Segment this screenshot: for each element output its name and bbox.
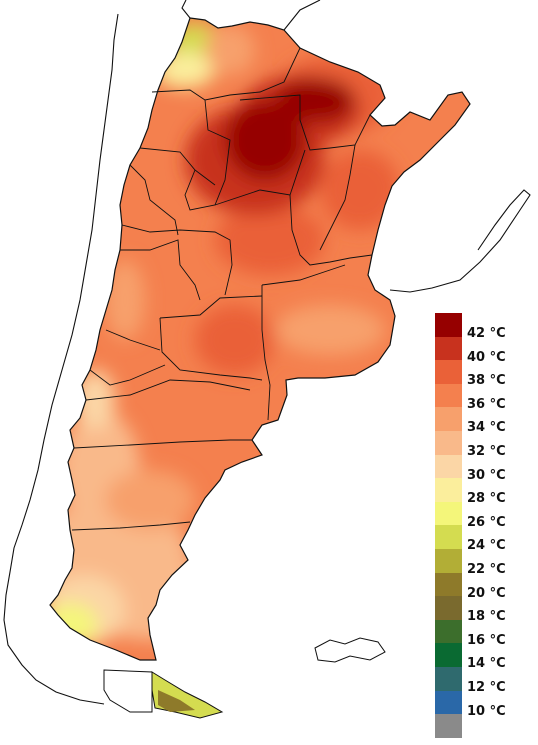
legend-row: 34 °C [435, 407, 535, 435]
legend-label: 12 °C [467, 679, 506, 695]
legend-label: 28 °C [467, 491, 506, 507]
chile-coast [3, 13, 119, 705]
bolivia-border [181, 0, 191, 19]
tierra-del-fuego [103, 669, 224, 719]
legend-label: 34 °C [467, 420, 506, 436]
legend-label: 22 °C [467, 561, 506, 577]
legend-swatch [435, 360, 462, 384]
legend-label: 10 °C [467, 703, 506, 719]
uruguay-border [389, 189, 531, 293]
legend-label: 16 °C [467, 632, 506, 648]
legend-swatch [435, 407, 462, 431]
legend-row: 30 °C [435, 454, 535, 483]
legend-swatch [435, 383, 462, 408]
neighbor-borders [3, 0, 531, 705]
malvinas-islands [314, 637, 386, 663]
legend-row: 18 °C [435, 596, 535, 624]
legend-row: 38 °C [435, 360, 535, 388]
legend-row: 12 °C [435, 666, 535, 695]
legend-row: 22 °C [435, 548, 535, 577]
legend-label: 32 °C [467, 443, 506, 459]
legend-swatch [435, 548, 462, 573]
legend-row: 36 °C [435, 383, 535, 412]
legend-row: 40 °C [435, 336, 535, 365]
legend-row: 14 °C [435, 643, 535, 671]
legend-label: 36 °C [467, 396, 506, 412]
temperature-legend: 42 °C 40 °C 38 °C 36 °C 34 °C 32 °C 30 °C 28 °C… [435, 313, 535, 738]
legend-swatch [435, 666, 462, 691]
legend-row: 32 °C [435, 430, 535, 459]
legend-row: 16 °C [435, 619, 535, 648]
legend-row: 26 °C [435, 501, 535, 530]
legend-row: 24 °C [435, 525, 535, 553]
legend-swatch [435, 525, 462, 549]
legend-row: 28 °C [435, 478, 535, 506]
legend-label: 18 °C [467, 609, 506, 625]
legend-swatch [435, 336, 462, 361]
legend-label: 30 °C [467, 467, 506, 483]
legend-swatch [435, 478, 462, 502]
legend-swatch [435, 501, 462, 526]
legend-swatch [435, 596, 462, 620]
province-borders [49, 17, 471, 661]
legend-label: 40 °C [467, 349, 506, 365]
legend-row: 20 °C [435, 572, 535, 601]
legend-row: 42 °C [435, 313, 535, 341]
legend-label: 20 °C [467, 585, 506, 601]
legend-swatch [435, 454, 462, 479]
legend-swatch [435, 714, 462, 738]
legend-swatch [435, 313, 462, 337]
legend-swatch [435, 643, 462, 667]
legend-row: 10 °C [435, 690, 535, 719]
legend-swatch [435, 572, 462, 597]
legend-label: 26 °C [467, 514, 506, 530]
legend-swatch [435, 619, 462, 644]
legend-label: 24 °C [467, 538, 506, 554]
legend-label: 38 °C [467, 373, 506, 389]
legend-label: 42 °C [467, 326, 506, 341]
legend-row [435, 714, 535, 738]
legend-swatch [435, 430, 462, 455]
legend-label: 14 °C [467, 656, 506, 672]
legend-swatch [435, 690, 462, 715]
paraguay-border [283, 0, 321, 31]
